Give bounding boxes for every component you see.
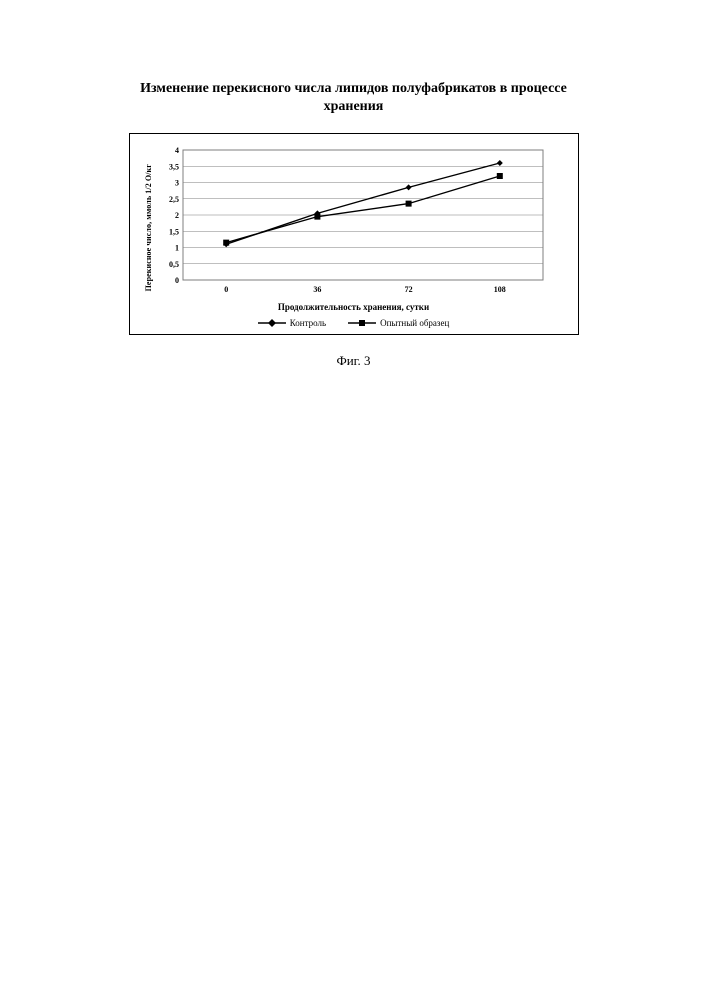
legend-item-control: Контроль xyxy=(258,318,326,328)
legend-label-control: Контроль xyxy=(290,318,326,328)
svg-text:0: 0 xyxy=(175,276,179,285)
chart-row: Перекисное число, ммоль 1/2 О/кг 0 0,5 1 1,… xyxy=(142,144,566,312)
plot-area: 0 0,5 1 1,5 2 2,5 3 3,5 4 0 36 72 108 Продолжительно… xyxy=(155,144,553,312)
page-title: Изменение перекисного числа липидов полу… xyxy=(94,80,614,115)
legend-label-experimental: Опытный образец xyxy=(380,318,449,328)
x-axis-label: Продолжительность хранения, сутки xyxy=(155,302,553,312)
legend-item-experimental: Опытный образец xyxy=(348,318,449,328)
page: Изменение перекисного числа липидов полу… xyxy=(0,0,707,1000)
svg-text:4: 4 xyxy=(175,146,179,155)
svg-text:1,5: 1,5 xyxy=(169,227,179,236)
svg-text:3,5: 3,5 xyxy=(169,162,179,171)
svg-text:108: 108 xyxy=(493,285,505,294)
title-line-2: хранения xyxy=(324,99,384,114)
svg-text:36: 36 xyxy=(313,285,321,294)
title-line-1: Изменение перекисного числа липидов полу… xyxy=(140,81,567,96)
svg-text:2,5: 2,5 xyxy=(169,195,179,204)
y-axis-label: Перекисное число, ммоль 1/2 О/кг xyxy=(142,164,155,291)
svg-text:0: 0 xyxy=(224,285,228,294)
svg-text:72: 72 xyxy=(404,285,412,294)
svg-text:2: 2 xyxy=(175,211,179,220)
legend-swatch-control xyxy=(258,318,286,328)
svg-text:1: 1 xyxy=(175,244,179,253)
legend-swatch-experimental xyxy=(348,318,376,328)
chart-container: Перекисное число, ммоль 1/2 О/кг 0 0,5 1 1,… xyxy=(129,133,579,335)
chart-svg: 0 0,5 1 1,5 2 2,5 3 3,5 4 0 36 72 108 xyxy=(155,144,553,300)
figure-caption: Фиг. 3 xyxy=(0,353,707,369)
svg-text:3: 3 xyxy=(175,179,179,188)
svg-text:0,5: 0,5 xyxy=(169,260,179,269)
legend: Контроль Опытный образец xyxy=(142,318,566,328)
